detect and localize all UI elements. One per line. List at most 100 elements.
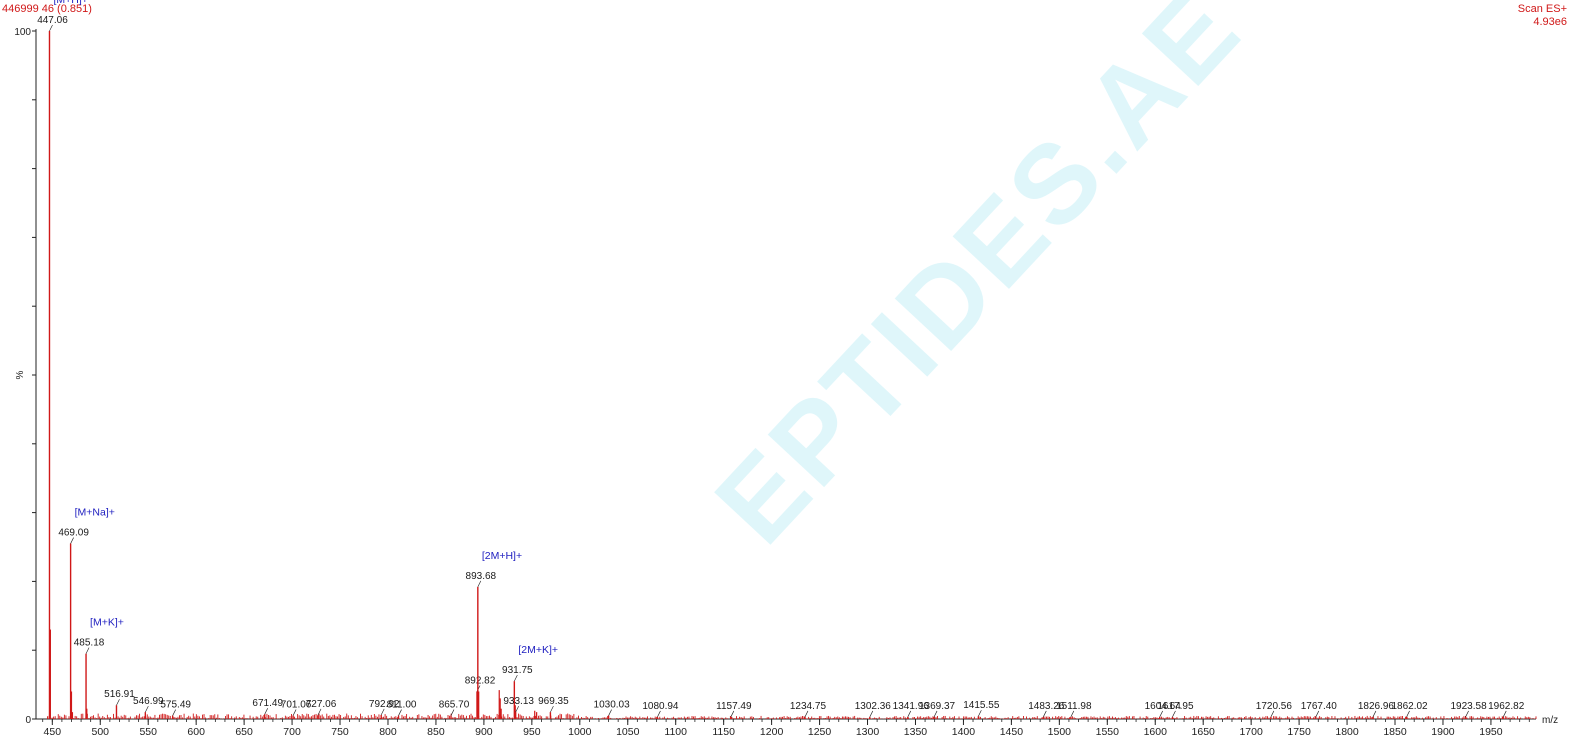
peak-label-leader bbox=[515, 705, 519, 713]
peak-label-leader bbox=[1070, 710, 1075, 718]
x-tick-label: 1250 bbox=[808, 726, 832, 738]
peak-label: 1617.95 bbox=[1157, 701, 1194, 712]
peak-label-leader bbox=[398, 709, 402, 716]
x-tick-label: 650 bbox=[235, 726, 253, 738]
x-tick-label: 1350 bbox=[904, 726, 928, 738]
adduct-annotation: [M+K]+ bbox=[90, 617, 124, 629]
peak-label: 1962.82 bbox=[1488, 701, 1525, 712]
scan-header-left: 446999 46 (0.851) bbox=[2, 3, 92, 15]
peak-label-leader bbox=[1159, 710, 1163, 718]
peak-label-leader bbox=[657, 710, 661, 718]
peak-label: 1302.36 bbox=[855, 701, 892, 712]
peak-label-leader bbox=[317, 708, 322, 716]
peak-label: 727.06 bbox=[306, 699, 337, 710]
peak-label: 1369.37 bbox=[919, 701, 956, 712]
peak-label: 1157.49 bbox=[716, 701, 752, 712]
x-tick-label: 1650 bbox=[1192, 726, 1216, 738]
adduct-annotation: [M+Na]+ bbox=[75, 507, 115, 519]
peak-label: 1720.56 bbox=[1256, 701, 1293, 712]
peak-label-leader bbox=[730, 710, 735, 718]
x-tick-label: 1200 bbox=[760, 726, 784, 738]
peak-label: 1923.58 bbox=[1451, 701, 1488, 712]
peak-label: 575.49 bbox=[160, 700, 191, 711]
peak-label-leader bbox=[1270, 710, 1275, 718]
peak-label: 811.00 bbox=[387, 700, 417, 711]
peak-label-leader bbox=[172, 709, 176, 716]
peak-label-leader bbox=[550, 705, 554, 713]
y-axis-label: % bbox=[15, 370, 26, 379]
peak-label-leader bbox=[1406, 710, 1410, 718]
base-peak-intensity: 4.93e6 bbox=[1533, 16, 1567, 28]
x-tick-label: 1800 bbox=[1335, 726, 1359, 738]
x-tick-label: 1550 bbox=[1096, 726, 1120, 738]
peak-label: 1483.26 bbox=[1028, 701, 1065, 712]
x-tick-label: 800 bbox=[379, 726, 397, 738]
peak-label-leader bbox=[1465, 710, 1469, 718]
adduct-annotation: [2M+K]+ bbox=[518, 644, 558, 656]
peak-label: 1341.96 bbox=[893, 701, 930, 712]
peak-label: 671.49 bbox=[252, 698, 283, 709]
y-tick-label: 0 bbox=[25, 715, 31, 726]
peak-label-leader bbox=[116, 699, 120, 706]
peak-label-leader bbox=[49, 24, 53, 32]
peak-label: 516.91 bbox=[104, 689, 135, 700]
x-tick-label: 1850 bbox=[1383, 726, 1407, 738]
peak-label: 1511.98 bbox=[1056, 701, 1092, 712]
peak-label: 1415.55 bbox=[963, 700, 1000, 711]
peak-label: 1030.03 bbox=[594, 700, 631, 711]
peak-label-leader bbox=[907, 710, 912, 718]
scan-header-right: Scan ES+ 4.93e6 bbox=[1518, 3, 1567, 29]
peak-label-leader bbox=[1043, 710, 1047, 718]
x-tick-label: 500 bbox=[91, 726, 109, 738]
x-tick-label: 900 bbox=[475, 726, 493, 738]
peak-label-leader bbox=[1315, 710, 1320, 718]
adduct-annotation: [M+H]+ bbox=[53, 0, 87, 6]
peak-label: 931.75 bbox=[502, 665, 533, 676]
x-tick-label: 1150 bbox=[712, 726, 735, 738]
peak-label-leader bbox=[450, 709, 455, 716]
peak-label: 546.99 bbox=[133, 696, 164, 707]
x-tick-label: 1050 bbox=[616, 726, 640, 738]
scan-mode: Scan ES+ bbox=[1517, 3, 1567, 15]
peak-label: 447.06 bbox=[37, 15, 68, 26]
peak-label-leader bbox=[85, 647, 90, 654]
x-axis-label: m/z bbox=[1542, 715, 1558, 726]
adduct-annotation: [2M+H]+ bbox=[482, 550, 522, 562]
x-tick-label: 1600 bbox=[1144, 726, 1168, 738]
x-tick-label: 1750 bbox=[1287, 726, 1311, 738]
peak-label-leader bbox=[1502, 710, 1507, 718]
peak-label: 469.09 bbox=[58, 528, 89, 539]
x-tick-label: 1900 bbox=[1431, 726, 1455, 738]
x-tick-label: 1300 bbox=[856, 726, 880, 738]
x-tick-label: 550 bbox=[139, 726, 157, 738]
x-tick-label: 700 bbox=[283, 726, 301, 738]
peak-label-leader bbox=[477, 580, 482, 588]
peak-label: 1604.64 bbox=[1145, 701, 1182, 712]
peak-label-leader bbox=[264, 708, 268, 715]
peak-label: 969.35 bbox=[538, 696, 569, 707]
peak-label: 701.06 bbox=[281, 700, 312, 711]
peak-label: 893.68 bbox=[466, 571, 497, 582]
peak-label: 865.70 bbox=[439, 700, 470, 711]
x-tick-label: 1450 bbox=[1000, 726, 1024, 738]
peak-label: 1826.96 bbox=[1358, 701, 1395, 712]
peak-label: 485.18 bbox=[74, 638, 105, 649]
x-tick-label: 1000 bbox=[568, 726, 592, 738]
peak-label-leader bbox=[804, 710, 809, 718]
peak-label: 1767.40 bbox=[1301, 701, 1338, 712]
x-tick-label: 850 bbox=[427, 726, 445, 738]
x-tick-label: 1700 bbox=[1239, 726, 1263, 738]
peak-label-leader bbox=[1172, 710, 1176, 718]
x-tick-label: 750 bbox=[331, 726, 349, 738]
peak-label: 892.82 bbox=[465, 675, 496, 686]
peak-label-leader bbox=[292, 709, 297, 716]
peak-label: 1862.02 bbox=[1391, 701, 1428, 712]
peak-label-leader bbox=[70, 537, 74, 544]
x-tick-label: 1950 bbox=[1479, 726, 1503, 738]
x-tick-label: 1400 bbox=[952, 726, 976, 738]
x-tick-label: 1500 bbox=[1048, 726, 1072, 738]
peak-label: 792.92 bbox=[369, 699, 400, 710]
peak-label-leader bbox=[978, 710, 982, 717]
peak-label: 933.13 bbox=[503, 696, 534, 707]
